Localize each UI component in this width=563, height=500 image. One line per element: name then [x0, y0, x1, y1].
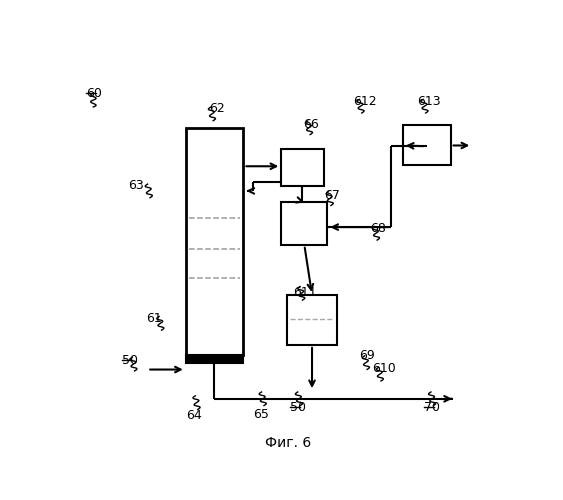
Text: 62: 62: [209, 102, 225, 116]
Text: 66: 66: [303, 118, 319, 130]
Bar: [403, 126, 450, 166]
Text: 612: 612: [353, 94, 377, 108]
Text: 60: 60: [86, 87, 101, 100]
Text: 65: 65: [253, 408, 269, 421]
Bar: [282, 202, 328, 245]
Text: 70: 70: [425, 401, 440, 414]
Text: 610: 610: [372, 362, 396, 375]
Text: Фиг. 6: Фиг. 6: [265, 436, 311, 450]
Text: 613: 613: [417, 94, 440, 108]
Bar: [186, 355, 243, 362]
Text: 67: 67: [324, 190, 340, 202]
Text: 611: 611: [293, 286, 317, 298]
Text: 69: 69: [359, 349, 375, 362]
Text: 63: 63: [128, 180, 144, 192]
Text: 61: 61: [146, 312, 162, 325]
Bar: [282, 148, 324, 186]
Text: 50: 50: [290, 401, 306, 414]
Text: 50: 50: [122, 354, 138, 367]
Text: 64: 64: [186, 409, 202, 422]
Text: 68: 68: [370, 222, 386, 234]
Bar: [186, 128, 243, 355]
Bar: [287, 295, 337, 345]
